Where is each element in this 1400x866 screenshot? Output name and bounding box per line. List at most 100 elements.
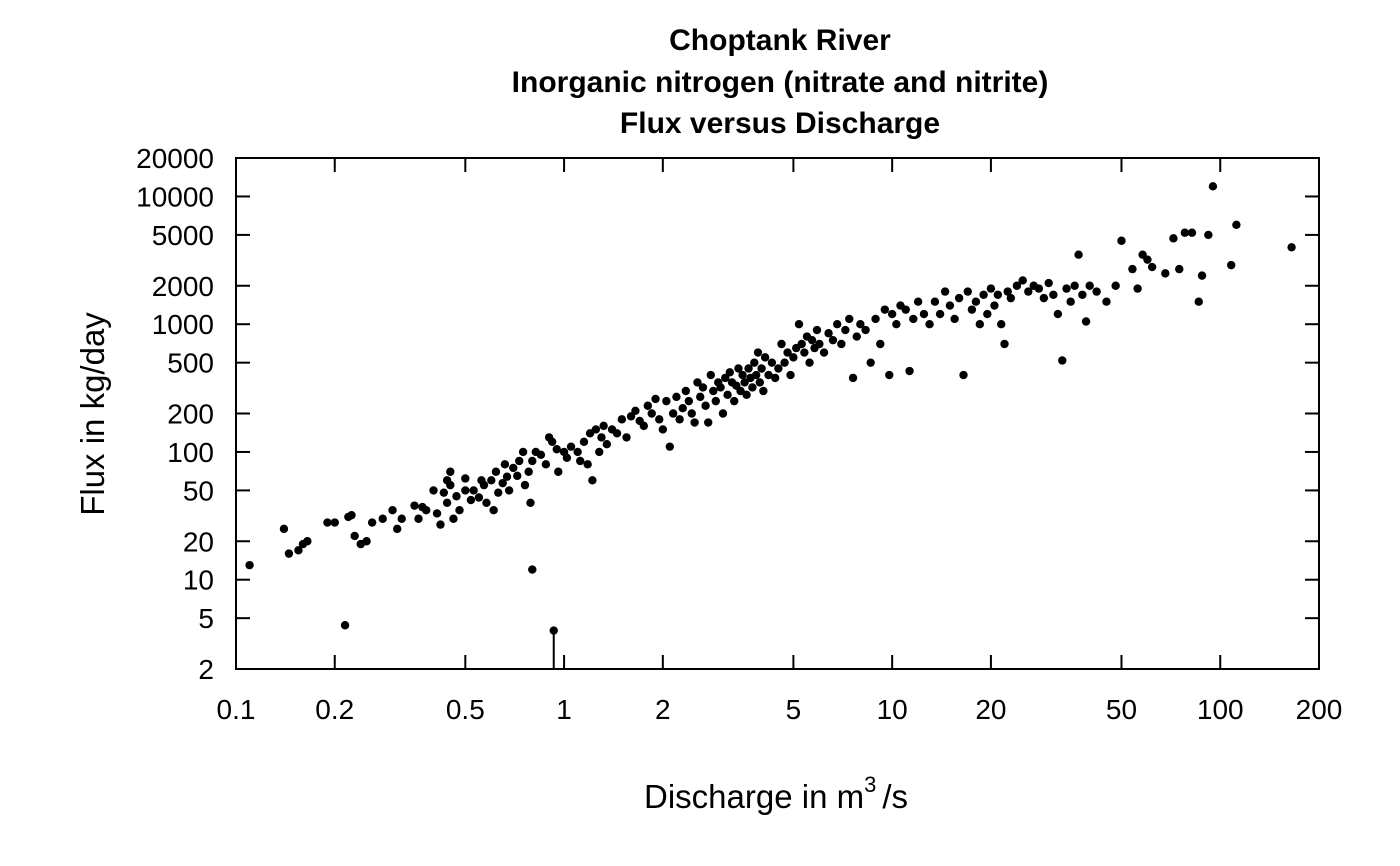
data-point <box>856 320 865 329</box>
data-point <box>734 364 743 373</box>
data-point <box>245 560 254 570</box>
data-point <box>552 445 561 454</box>
data-point <box>330 518 339 527</box>
data-point <box>436 520 445 529</box>
data-point <box>367 518 377 527</box>
data-point <box>583 460 592 469</box>
y-tick-label: 100 <box>167 437 214 468</box>
data-point <box>783 348 792 357</box>
data-point <box>1208 182 1218 191</box>
x-tick-label: 5 <box>786 694 802 725</box>
data-point <box>711 396 720 406</box>
x-axis: 0.1 0.2 0.5 1 2 5 10 20 50 100 200 <box>217 158 1343 725</box>
data-point <box>1034 284 1044 293</box>
data-point <box>284 549 294 558</box>
data-point <box>693 378 702 387</box>
data-point <box>388 506 397 515</box>
y-tick-label: 1000 <box>152 309 214 340</box>
data-point <box>930 297 940 306</box>
data-point <box>672 392 681 402</box>
x-axis-title-superscript: 3 <box>864 772 876 797</box>
data-point <box>502 472 512 481</box>
data-point <box>1161 269 1170 278</box>
data-point <box>554 467 563 476</box>
data-point <box>579 437 589 447</box>
y-tick-label: 20 <box>183 526 214 557</box>
data-point <box>1062 284 1071 293</box>
data-point <box>469 486 478 495</box>
data-point <box>1187 228 1197 237</box>
x-tick-label: 1 <box>556 694 572 725</box>
data-point <box>429 486 438 495</box>
data-point <box>452 492 461 501</box>
data-point <box>1133 284 1142 293</box>
data-point <box>687 409 696 418</box>
data-point <box>602 440 612 449</box>
data-point <box>647 409 656 418</box>
data-point <box>824 329 833 338</box>
data-point <box>819 348 829 357</box>
x-tick-label: 0.5 <box>446 694 485 725</box>
data-point <box>833 320 842 329</box>
data-point <box>643 401 653 410</box>
data-point <box>800 348 809 357</box>
data-point <box>1227 260 1236 270</box>
data-point <box>500 460 510 469</box>
data-point <box>807 335 817 345</box>
data-point <box>1111 281 1120 290</box>
data-point <box>410 501 419 510</box>
data-point <box>1049 290 1058 299</box>
data-point <box>913 297 923 306</box>
data-point <box>983 309 992 319</box>
data-point <box>770 373 780 383</box>
data-point <box>837 339 846 349</box>
plot-area-frame <box>235 157 1320 670</box>
data-point <box>750 358 759 367</box>
data-point <box>876 339 885 349</box>
data-point <box>439 488 449 497</box>
data-point <box>990 301 999 310</box>
data-point <box>940 287 950 296</box>
data-point <box>622 433 631 442</box>
data-point <box>993 290 1003 299</box>
data-point <box>1117 236 1126 245</box>
data-point <box>742 390 751 400</box>
data-point <box>520 480 530 490</box>
data-point <box>690 418 699 427</box>
data-point <box>945 301 955 310</box>
data-point <box>986 284 996 293</box>
data-point <box>651 394 660 404</box>
data-point <box>526 498 535 507</box>
data-point <box>658 425 668 434</box>
data-point <box>753 348 763 357</box>
data-point <box>1066 297 1075 306</box>
y-tick-label: 500 <box>167 348 214 379</box>
data-point <box>740 378 749 387</box>
data-point <box>786 370 795 380</box>
data-point <box>665 442 674 451</box>
data-point <box>748 383 757 392</box>
data-point <box>524 467 533 476</box>
data-point <box>789 353 798 362</box>
data-point <box>848 373 858 383</box>
x-axis-title-prefix: Discharge in m <box>644 778 864 815</box>
data-point <box>347 510 356 520</box>
data-point <box>704 418 713 427</box>
data-point <box>498 478 507 488</box>
data-point <box>701 401 710 410</box>
data-point <box>591 425 601 434</box>
data-point <box>323 518 332 527</box>
data-point <box>576 456 585 466</box>
data-point <box>350 531 359 541</box>
data-point <box>698 383 708 392</box>
data-point <box>482 498 491 507</box>
data-point <box>1081 317 1091 326</box>
data-point <box>935 309 945 319</box>
data-point <box>414 514 423 523</box>
data-point <box>1128 264 1137 274</box>
data-point <box>716 383 725 392</box>
data-point <box>892 320 901 329</box>
data-point <box>1180 228 1190 237</box>
x-tick-label: 200 <box>1296 694 1343 725</box>
data-point <box>588 476 597 485</box>
